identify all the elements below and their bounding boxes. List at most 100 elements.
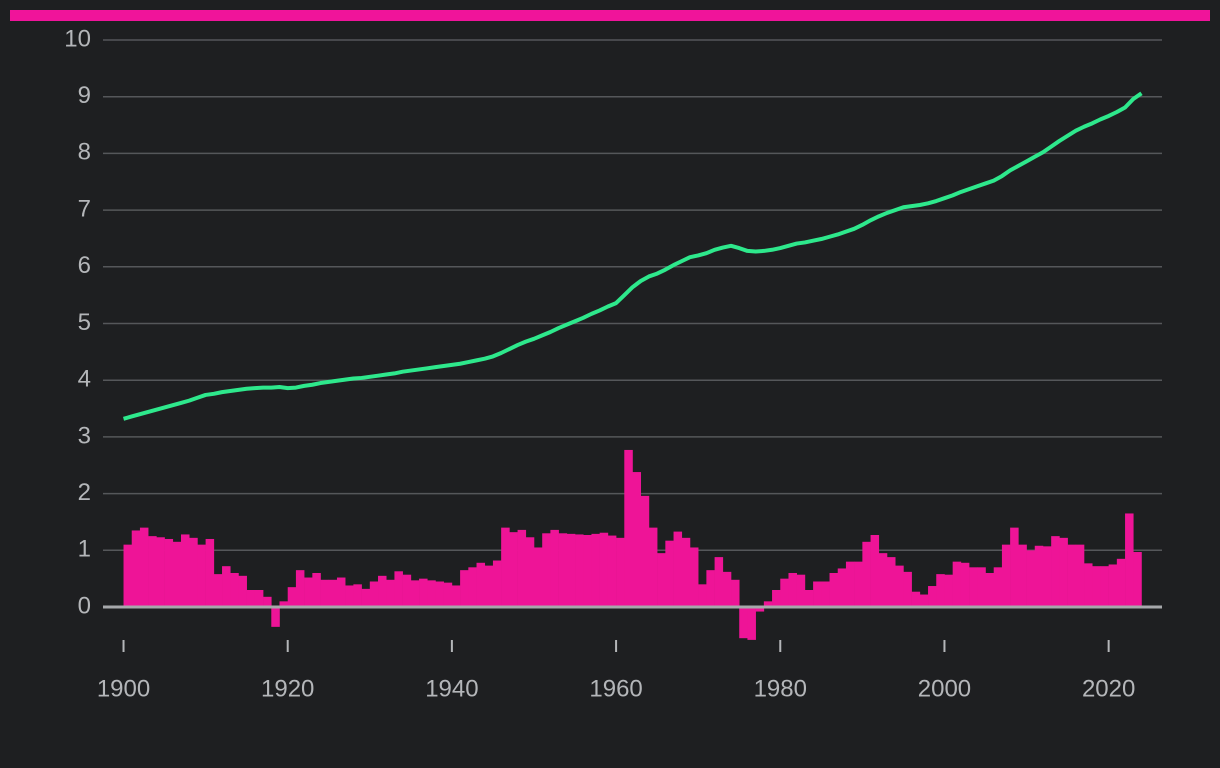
bar: [1116, 558, 1126, 608]
bar: [862, 541, 871, 608]
bar: [870, 534, 880, 608]
y-tick-label: 4: [78, 366, 91, 393]
bar: [156, 537, 165, 608]
bar: [1051, 536, 1060, 608]
line: [122, 91, 1143, 421]
bar: [238, 575, 247, 608]
bar: [312, 572, 321, 608]
y-tick-label: 6: [78, 252, 91, 279]
bar: [944, 574, 953, 608]
bar: [616, 537, 625, 608]
bar: [1034, 545, 1044, 608]
bar: [722, 571, 732, 608]
x-tick-label: 1940: [425, 675, 478, 702]
bar: [706, 570, 715, 608]
bar: [804, 589, 814, 608]
y-tick-label: 9: [78, 82, 91, 109]
bar: [878, 553, 888, 608]
bar: [410, 580, 420, 608]
bar: [1026, 550, 1036, 608]
bar: [673, 531, 683, 608]
bar: [739, 607, 748, 639]
bar: [977, 567, 986, 608]
bar: [665, 540, 674, 608]
bar: [796, 574, 806, 608]
bar: [689, 547, 699, 608]
bar: [731, 579, 740, 608]
bar: [263, 596, 272, 608]
x-tick-label: 2020: [1082, 675, 1135, 702]
bar: [1042, 546, 1052, 608]
bar: [279, 601, 289, 608]
bar: [813, 581, 822, 608]
bar: [928, 586, 937, 608]
bar: [197, 544, 206, 608]
bar: [821, 581, 830, 608]
bar: [1133, 552, 1142, 608]
bar: [189, 537, 198, 608]
bar: [222, 566, 231, 608]
bar: [763, 601, 773, 608]
y-tick-label: 8: [78, 139, 91, 166]
bar: [402, 574, 412, 608]
bar: [295, 570, 305, 608]
bar: [886, 557, 896, 608]
bar: [558, 533, 568, 608]
bar: [845, 561, 855, 608]
bar: [271, 607, 280, 627]
bar: [788, 572, 797, 608]
bar: [345, 585, 354, 608]
bar: [394, 571, 403, 608]
bar: [443, 582, 453, 608]
bar: [320, 579, 330, 608]
bar: [575, 534, 584, 608]
bar: [533, 547, 543, 608]
bar: [525, 537, 535, 608]
bar: [919, 594, 929, 608]
bar: [336, 577, 346, 608]
bar: [254, 589, 264, 608]
bar: [172, 541, 182, 608]
bar: [205, 538, 215, 608]
bar: [993, 567, 1003, 608]
x-tick-label: 1900: [97, 675, 150, 702]
bar: [1125, 513, 1134, 608]
y-tick-label: 3: [78, 422, 91, 449]
bar: [648, 527, 658, 608]
bar: [550, 529, 559, 608]
bar: [599, 532, 609, 608]
bar: [591, 533, 600, 608]
y-tick-label: 10: [64, 25, 91, 52]
bar: [607, 535, 617, 608]
bar: [476, 562, 486, 608]
bar: [829, 572, 839, 608]
bar: [139, 527, 149, 608]
bar: [213, 574, 223, 608]
bar: [895, 565, 904, 608]
bar: [369, 581, 379, 608]
bar: [1075, 544, 1085, 608]
bar: [484, 565, 494, 608]
bar: [451, 585, 461, 608]
x-tick-label: 2000: [918, 675, 971, 702]
bar: [583, 534, 592, 608]
y-tick-label: 7: [78, 195, 91, 222]
bar: [1010, 527, 1019, 608]
bar: [969, 567, 978, 608]
bar: [517, 529, 527, 608]
bar: [1059, 537, 1068, 608]
bar: [131, 530, 141, 608]
bar: [230, 572, 239, 608]
accent-bar: [10, 10, 1210, 21]
bar: [624, 449, 633, 608]
y-tick-label: 5: [78, 309, 91, 336]
bar: [1018, 544, 1027, 608]
bar: [985, 572, 995, 608]
bar: [460, 570, 469, 608]
bar: [936, 574, 945, 608]
bar: [1001, 544, 1011, 608]
bar: [378, 575, 387, 608]
bar: [747, 607, 756, 640]
